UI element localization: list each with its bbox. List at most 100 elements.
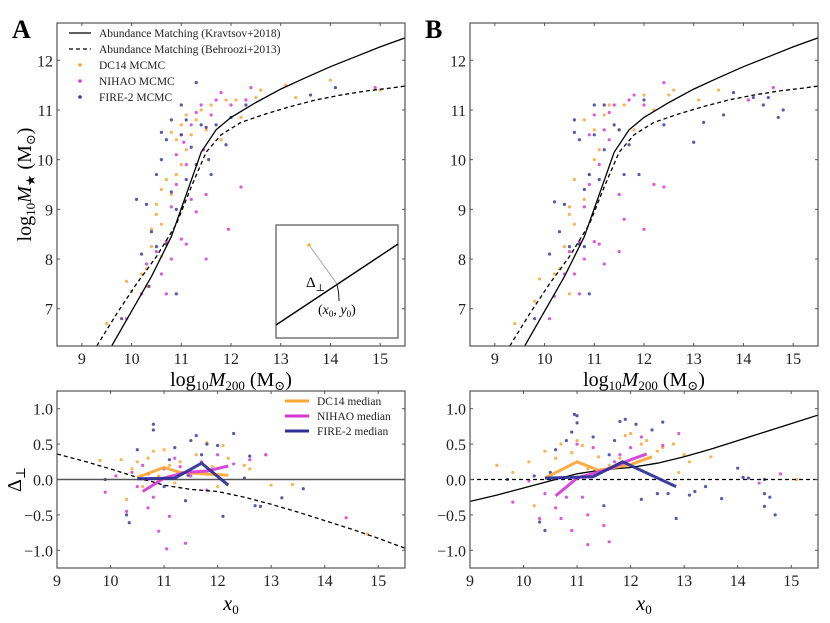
data-point [543, 492, 547, 496]
y-tick-label: −0.5 [24, 508, 53, 525]
data-point [184, 177, 188, 182]
data-point [219, 138, 223, 142]
legend-entry: DC14 MCMC [78, 60, 165, 72]
data-point [154, 249, 159, 254]
data-point [134, 197, 139, 202]
data-point [617, 192, 621, 197]
data-point [149, 227, 154, 231]
data-point [154, 202, 159, 206]
data-point [144, 262, 149, 266]
data-point [677, 431, 681, 436]
data-point [587, 133, 591, 137]
data-point [159, 272, 163, 276]
y-tick-label: 10 [37, 153, 53, 170]
data-point [232, 462, 236, 466]
data-point [672, 88, 676, 92]
data-point [582, 257, 586, 261]
data-point [253, 504, 257, 508]
x-tick-label: 11 [156, 573, 171, 590]
data-point [602, 103, 606, 107]
data-point [572, 412, 577, 416]
line-abundance-matching-behroozi-2013- [509, 85, 818, 346]
data-point [582, 205, 586, 209]
data-point [214, 123, 218, 127]
data-point [639, 497, 643, 501]
data-point [513, 322, 517, 326]
data-point [103, 490, 107, 494]
data-point [182, 140, 186, 144]
data-point [204, 192, 208, 197]
legend-label: DC14 MCMC [99, 60, 165, 72]
data-point [652, 182, 656, 187]
data-point [179, 103, 183, 107]
data-point [144, 202, 149, 206]
data-point [575, 442, 579, 446]
legend-label: Abundance Matching (Behroozi+2013) [99, 44, 281, 56]
data-point [572, 118, 577, 122]
data-point [592, 128, 596, 132]
data-point [751, 95, 755, 100]
data-point [637, 172, 641, 177]
data-point [532, 474, 536, 478]
legend-entry: NIHAO median [285, 411, 391, 423]
data-point [634, 422, 638, 426]
x-tick-label: 14 [317, 573, 333, 590]
data-point [572, 272, 577, 276]
data-point [557, 230, 562, 234]
data-point [597, 242, 601, 246]
data-point [308, 93, 313, 97]
data-point [572, 130, 577, 134]
y-tick-label: 12 [450, 53, 466, 70]
y-tick-label: 10 [450, 153, 466, 170]
data-point [559, 442, 563, 446]
data-point [629, 431, 633, 436]
inset-data-point [307, 243, 311, 247]
data-point [570, 528, 574, 533]
y-tick-label: 0.0 [33, 473, 53, 490]
data-point [667, 93, 671, 97]
series-dc14 [98, 441, 370, 536]
series-dc14-mcmc [513, 88, 721, 326]
data-point [189, 474, 193, 478]
inset-diagram: Δ⊥(x0, y0) [275, 224, 399, 339]
data-point [607, 103, 611, 107]
data-point [533, 299, 537, 303]
data-point [627, 98, 631, 102]
data-point [154, 172, 159, 177]
data-point [591, 435, 595, 439]
data-point [174, 182, 178, 187]
data-point [226, 456, 230, 460]
data-point [179, 133, 183, 137]
data-point [575, 421, 579, 425]
data-point [149, 230, 154, 234]
data-point [184, 113, 188, 117]
data-point [184, 163, 188, 167]
x-tick-label: 11 [569, 573, 584, 590]
data-point [179, 123, 183, 127]
data-point [159, 187, 163, 192]
x-tick-label: 9 [53, 573, 61, 590]
data-point [167, 458, 172, 462]
data-point [692, 140, 696, 144]
data-point [135, 448, 139, 452]
data-point [164, 292, 168, 296]
x-tick-label: 9 [466, 573, 474, 590]
data-point [169, 130, 173, 134]
y-tick-label: 11 [451, 103, 466, 120]
x-axis-label: x0 [222, 593, 238, 617]
data-point [511, 470, 515, 475]
plot-area [57, 422, 405, 551]
data-point [189, 133, 193, 137]
y-tick-label: −0.5 [437, 508, 466, 525]
data-point [169, 205, 173, 209]
data-point [580, 443, 585, 448]
data-point [209, 103, 213, 107]
data-point [746, 476, 751, 480]
data-point [597, 177, 601, 182]
data-point [623, 417, 627, 421]
data-point [623, 434, 627, 438]
x-tick-label: 11 [174, 351, 189, 368]
inset-frame [275, 224, 399, 339]
